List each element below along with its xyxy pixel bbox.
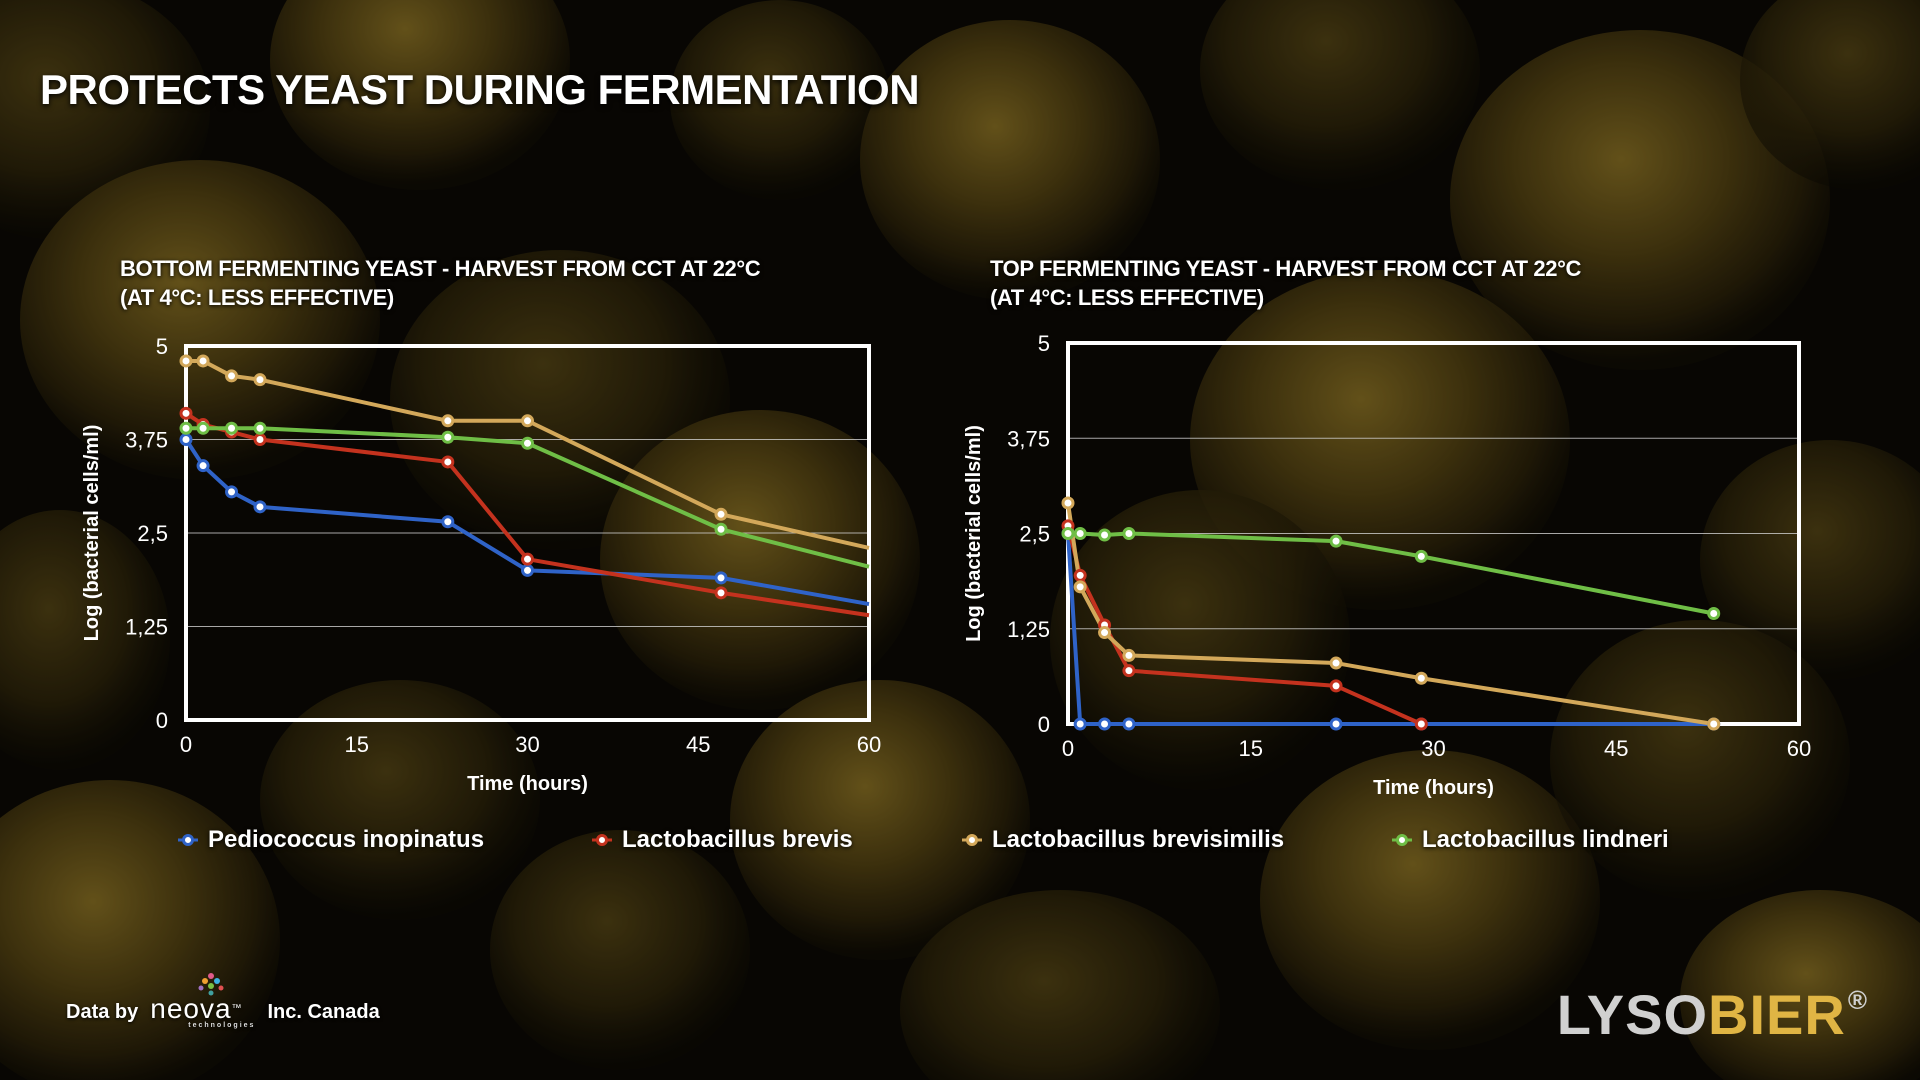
chart-1-point-brevisimilis	[521, 414, 534, 428]
chart-1-x-tick-label: 0	[180, 732, 192, 757]
chart-2-title-line-2: (AT 4°C: LESS EFFECTIVE)	[990, 285, 1264, 310]
neova-word: neova	[150, 993, 232, 1024]
chart-1-point-lindneri	[441, 430, 455, 444]
chart-1-point-pediococcus	[253, 500, 267, 514]
chart-1-point-lindneri	[196, 421, 210, 435]
chart-1-point-pediococcus	[521, 563, 534, 577]
chart-1-x-tick-label: 15	[345, 732, 369, 757]
neova-tm: ™	[231, 1003, 243, 1014]
chart-1-point-brevis	[714, 586, 728, 600]
lysobier-logo: LYSO BIER ®	[1557, 985, 1868, 1045]
chart-1-point-lindneri	[253, 421, 267, 435]
data-by-suffix: Inc. Canada	[267, 1001, 380, 1023]
chart-1-x-tick-label: 60	[857, 732, 881, 757]
chart-1-point-lindneri	[521, 436, 534, 450]
legend-label-lindneri: Lactobacillus lindneri	[1422, 826, 1669, 853]
brand-part-2: BIER	[1708, 983, 1846, 1046]
chart-1-point-brevis	[253, 433, 267, 446]
chart-1-point-lindneri	[714, 522, 728, 536]
legend-label-pediococcus: Pediococcus inopinatus	[208, 826, 485, 853]
legend-label-brevis: Lactobacillus brevis	[622, 826, 853, 853]
chart-1-y-tick-label: 3,75	[125, 428, 168, 453]
legend-item-brevis: Lactobacillus brevis	[592, 826, 853, 854]
legend-marker-brevis	[592, 834, 612, 846]
chart-1-point-lindneri	[225, 421, 239, 435]
slide-title: PROTECTS YEAST DURING FERMENTATION	[40, 66, 920, 113]
neova-subtitle: technologies	[188, 1022, 256, 1029]
legend-marker-lindneri	[1392, 834, 1412, 846]
chart-1-point-pediococcus	[225, 485, 239, 499]
chart-1-point-pediococcus	[441, 515, 455, 529]
legend-marker-brevisimilis	[962, 834, 982, 846]
chart-1-point-brevisimilis	[253, 373, 267, 387]
legend-item-brevisimilis: Lactobacillus brevisimilis	[962, 826, 1284, 854]
neova-wordmark: neova™	[150, 993, 243, 1024]
chart-1-title-line-1: BOTTOM FERMENTING YEAST - HARVEST FROM C…	[120, 256, 761, 281]
legend-marker-pediococcus	[178, 834, 198, 846]
legend-label-brevisimilis: Lactobacillus brevisimilis	[992, 826, 1285, 853]
chart-1-y-tick-label: 5	[156, 334, 168, 359]
brand-registered: ®	[1847, 985, 1868, 1015]
chart-1-series-line-brevisimilis	[186, 358, 870, 550]
chart-1-y-tick-label: 1,25	[125, 615, 168, 640]
chart-1-point-brevis	[179, 406, 193, 420]
chart-1-point-brevisimilis	[225, 369, 239, 383]
chart-1-point-brevis	[441, 455, 455, 469]
legend: Pediococcus inopinatus Lactobacillus bre…	[0, 826, 1920, 866]
chart-1-point-brevis	[521, 552, 534, 566]
neova-dots-icon	[198, 973, 224, 996]
legend-item-pediococcus: Pediococcus inopinatus	[178, 826, 484, 854]
chart-1-title: BOTTOM FERMENTING YEAST - HARVEST FROM C…	[120, 254, 761, 312]
chart-1-point-lindneri	[179, 421, 193, 435]
data-by-label: Data by	[66, 1001, 139, 1023]
brand-part-1: LYSO	[1556, 983, 1709, 1046]
chart-1-x-tick-label: 45	[686, 732, 710, 757]
chart-1-x-axis-label: Time (hours)	[467, 773, 588, 795]
chart-1-x-tick-label: 30	[515, 732, 539, 757]
chart-1-point-pediococcus	[179, 433, 193, 446]
chart-1-point-brevisimilis	[179, 354, 193, 368]
data-credit: Data by neova™ technologies Inc. Canada	[66, 973, 380, 1029]
chart-1-point-brevisimilis	[714, 507, 728, 521]
chart-1-y-axis-label: Log (bacterial cells/ml)	[81, 425, 103, 642]
chart-1-title-line-2: (AT 4°C: LESS EFFECTIVE)	[120, 285, 394, 310]
chart-2-title-line-1: TOP FERMENTING YEAST - HARVEST FROM CCT …	[990, 256, 1581, 281]
chart-1-point-brevisimilis	[441, 414, 455, 428]
chart-1-point-brevisimilis	[196, 354, 210, 368]
chart-1-point-pediococcus	[714, 571, 728, 585]
chart-1-y-tick-label: 0	[156, 708, 168, 733]
chart-2-title: TOP FERMENTING YEAST - HARVEST FROM CCT …	[990, 254, 1581, 312]
legend-item-lindneri: Lactobacillus lindneri	[1392, 826, 1669, 854]
neova-logo: neova™ technologies	[150, 973, 256, 1029]
chart-1-series-line-pediococcus	[184, 438, 870, 607]
chart-1-plot-frame	[184, 344, 871, 722]
chart-1-point-pediococcus	[196, 459, 210, 473]
chart-1-y-tick-label: 2,5	[137, 521, 168, 546]
